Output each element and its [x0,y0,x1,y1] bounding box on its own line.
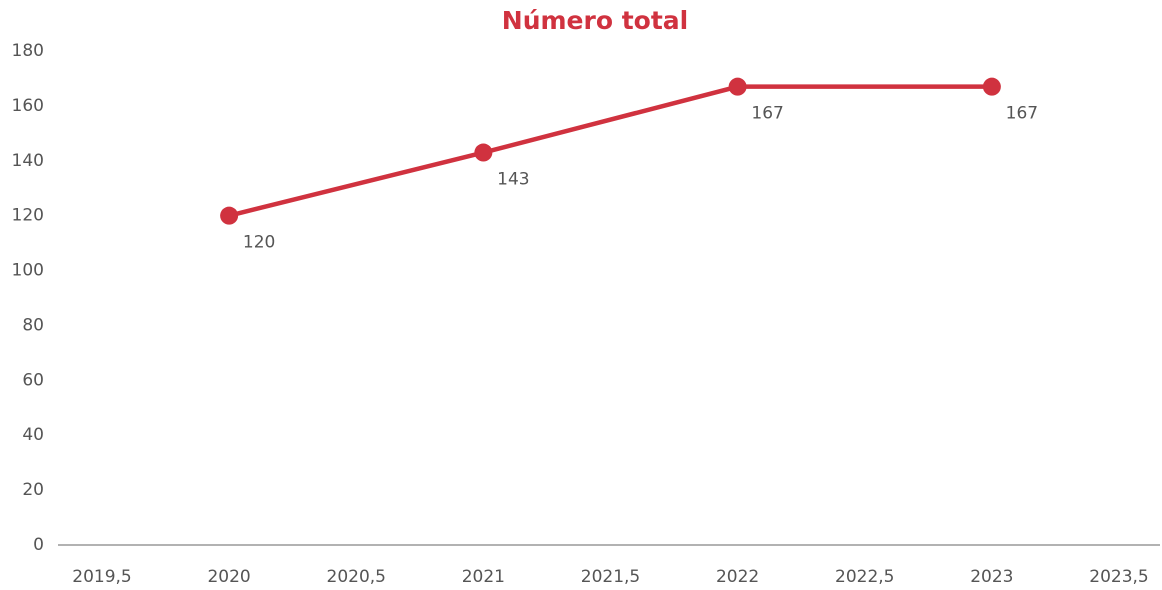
x-tick-label: 2021,5 [581,567,640,587]
x-tick-label: 2019,5 [72,567,131,587]
data-label: 120 [243,233,275,253]
x-tick-label: 2023 [970,567,1013,587]
y-tick-label: 140 [12,151,44,171]
data-label: 167 [751,104,783,124]
point [474,143,493,162]
y-tick-label: 60 [22,370,44,390]
y-tick-label: 180 [12,41,44,61]
y-tick-label: 120 [12,206,44,226]
y-tick-label: 160 [12,96,44,116]
data-label: 167 [1006,104,1038,124]
x-tick-label: 2022 [716,567,759,587]
series-line [228,84,992,218]
chart-title: Número total [502,6,688,35]
point [220,206,239,225]
y-tick-label: 40 [22,425,44,445]
x-tick-label: 2020,5 [327,567,386,587]
data-label: 143 [497,170,529,190]
y-tick-label: 80 [22,315,44,335]
y-tick-label: 100 [12,261,44,281]
point [728,77,747,96]
x-tick-label: 2022,5 [835,567,894,587]
x-tick-label: 2020 [207,567,250,587]
y-tick-label: 20 [22,480,44,500]
point [982,77,1001,96]
x-tick-label: 2021 [462,567,505,587]
x-tick-label: 2023,5 [1089,567,1148,587]
y-tick-label: 0 [33,535,44,555]
